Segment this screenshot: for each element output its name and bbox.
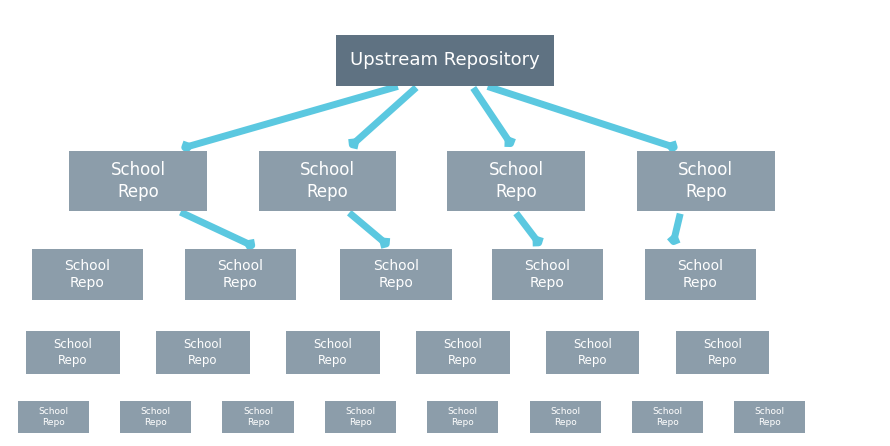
Text: School
Repo: School Repo: [448, 407, 478, 427]
FancyBboxPatch shape: [27, 331, 119, 374]
Text: School
Repo: School Repo: [703, 338, 742, 367]
Text: School
Repo: School Repo: [677, 259, 724, 290]
FancyBboxPatch shape: [632, 401, 703, 433]
FancyBboxPatch shape: [447, 151, 586, 211]
FancyBboxPatch shape: [676, 331, 769, 374]
FancyBboxPatch shape: [18, 401, 89, 433]
FancyBboxPatch shape: [32, 249, 142, 300]
FancyBboxPatch shape: [287, 331, 379, 374]
Text: School
Repo: School Repo: [652, 407, 683, 427]
Text: School
Repo: School Repo: [217, 259, 263, 290]
FancyBboxPatch shape: [427, 401, 498, 433]
FancyBboxPatch shape: [185, 249, 295, 300]
FancyBboxPatch shape: [222, 401, 294, 433]
FancyBboxPatch shape: [644, 249, 756, 300]
FancyBboxPatch shape: [157, 331, 249, 374]
Text: School
Repo: School Repo: [183, 338, 222, 367]
Text: Upstream Repository: Upstream Repository: [350, 51, 540, 69]
FancyBboxPatch shape: [69, 151, 206, 211]
Text: School
Repo: School Repo: [64, 259, 110, 290]
Text: School
Repo: School Repo: [755, 407, 785, 427]
FancyBboxPatch shape: [340, 249, 452, 300]
Text: School
Repo: School Repo: [678, 161, 733, 201]
Text: School
Repo: School Repo: [489, 161, 544, 201]
Text: School
Repo: School Repo: [300, 161, 355, 201]
FancyBboxPatch shape: [546, 331, 639, 374]
Text: School
Repo: School Repo: [313, 338, 352, 367]
FancyBboxPatch shape: [417, 331, 509, 374]
FancyBboxPatch shape: [637, 151, 774, 211]
Text: School
Repo: School Repo: [443, 338, 482, 367]
Text: School
Repo: School Repo: [141, 407, 171, 427]
Text: School
Repo: School Repo: [110, 161, 166, 201]
Text: School
Repo: School Repo: [550, 407, 580, 427]
FancyBboxPatch shape: [491, 249, 603, 300]
FancyBboxPatch shape: [325, 401, 396, 433]
Text: School
Repo: School Repo: [373, 259, 419, 290]
FancyBboxPatch shape: [734, 401, 805, 433]
Text: School
Repo: School Repo: [53, 338, 93, 367]
FancyBboxPatch shape: [336, 35, 554, 86]
Text: School
Repo: School Repo: [243, 407, 273, 427]
Text: School
Repo: School Repo: [573, 338, 612, 367]
Text: School
Repo: School Repo: [524, 259, 570, 290]
FancyBboxPatch shape: [120, 401, 191, 433]
FancyBboxPatch shape: [530, 401, 601, 433]
Text: School
Repo: School Repo: [38, 407, 69, 427]
Text: School
Repo: School Repo: [345, 407, 376, 427]
FancyBboxPatch shape: [258, 151, 397, 211]
